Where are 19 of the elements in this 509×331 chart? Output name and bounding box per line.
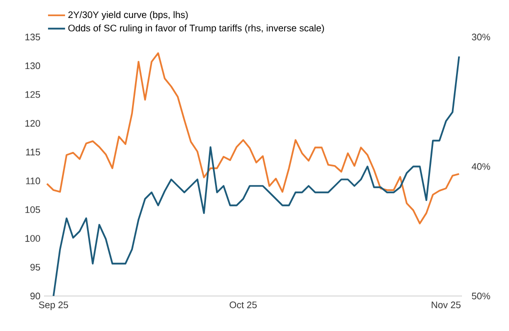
y2-tick-label: 30% (472, 34, 490, 40)
y2-tick-label: 40% (472, 163, 490, 170)
y-tick-label: 90 (30, 292, 40, 300)
y-tick-label: 130 (25, 62, 40, 70)
y-tick-label: 100 (25, 235, 40, 242)
y-tick-label: 110 (26, 178, 40, 184)
y-tick-label: 105 (25, 206, 40, 214)
legend-label: 2Y/30Y yield curve (bps, lhs) (68, 11, 188, 20)
y-tick-label: 95 (30, 264, 40, 271)
y2-tick-label: 50% (472, 292, 490, 300)
legend-label: Odds of SC ruling in favor of Trump tariffs (rhs, inverse scale) (68, 24, 324, 34)
y-tick-label: 135 (25, 34, 40, 40)
x-tick-label: Oct 25 (230, 302, 257, 308)
line-series (46, 52, 460, 224)
x-tick-label: Sep 25 (38, 302, 68, 310)
y-tick-label: 120 (25, 120, 40, 127)
y-tick-label: 115 (26, 148, 40, 156)
x-tick-label: Nov 25 (432, 302, 461, 308)
y-tick-label: 125 (25, 91, 40, 98)
